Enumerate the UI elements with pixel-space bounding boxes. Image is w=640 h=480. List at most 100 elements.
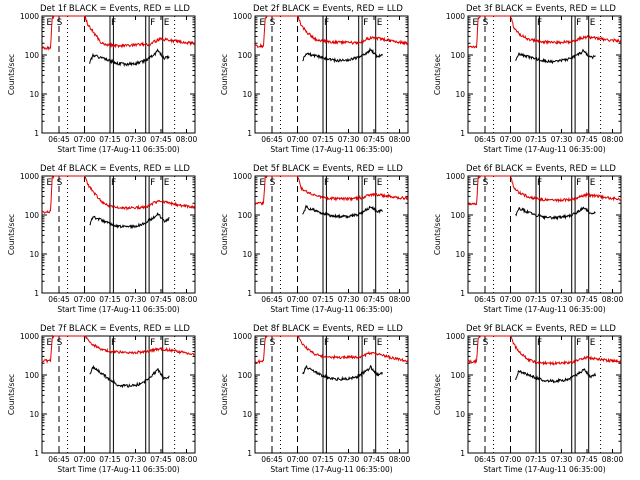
y-tick-label: 100: [25, 51, 40, 60]
y-tick-label: 10: [242, 250, 252, 259]
panel-title: Det 4f BLACK = Events, RED = LLD: [40, 164, 190, 174]
x-tick-label: 07:15: [312, 135, 334, 144]
x-tick-label: 07:45: [576, 455, 598, 464]
x-tick-label: 07:45: [363, 135, 385, 144]
marker-label: S: [270, 18, 276, 28]
y-tick-label: 1000: [446, 172, 465, 181]
marker-label: E: [377, 338, 383, 348]
marker-label: F: [363, 178, 368, 188]
panel-title: Det 7f BLACK = Events, RED = LLD: [40, 324, 190, 334]
x-tick-label: 08:00: [389, 295, 411, 304]
panel-title: Det 1f BLACK = Events, RED = LLD: [40, 4, 190, 14]
x-tick-label: 07:15: [312, 455, 334, 464]
marker-label: E: [164, 18, 170, 28]
marker-label: F: [537, 178, 542, 188]
series-line-events: [515, 368, 596, 384]
x-tick-label: 07:00: [500, 135, 522, 144]
x-tick-label: 07:30: [125, 455, 147, 464]
y-tick-label: 1000: [233, 12, 252, 21]
x-tick-label: 07:15: [99, 295, 121, 304]
x-tick-label: 08:00: [602, 135, 624, 144]
marker-label: E: [472, 178, 478, 188]
plot-frame: [41, 15, 196, 134]
x-axis-label: Start Time (17-Aug-11 06:35:00): [270, 145, 392, 154]
series-line-lld: [41, 334, 196, 364]
y-axis-label: Counts/sec: [220, 214, 229, 255]
x-axis-label: Start Time (17-Aug-11 06:35:00): [57, 145, 179, 154]
series-line-events: [89, 364, 170, 389]
x-tick-label: 07:30: [551, 455, 573, 464]
panel-6: Det 6f BLACK = Events, RED = LLD 1 10 100 10…: [433, 164, 624, 314]
y-tick-label: 1000: [20, 12, 39, 21]
x-tick-label: 07:45: [150, 295, 172, 304]
y-axis-label: Counts/sec: [433, 54, 442, 95]
y-tick-label: 1: [460, 449, 465, 458]
y-tick-label: 1: [34, 449, 39, 458]
x-tick-label: 07:30: [338, 135, 360, 144]
x-tick-label: 07:30: [338, 455, 360, 464]
panel-3: Det 3f BLACK = Events, RED = LLD 1 10 100 10…: [433, 4, 624, 154]
y-tick-label: 10: [29, 250, 39, 259]
panel-1: Det 1f BLACK = Events, RED = LLD 1 10 100 10…: [7, 4, 198, 154]
x-tick-label: 06:45: [48, 135, 70, 144]
y-axis-label: Counts/sec: [7, 374, 16, 415]
series-line-events: [302, 204, 383, 219]
panel-5: Det 5f BLACK = Events, RED = LLD 1 10 100 10…: [220, 164, 411, 314]
x-axis-label: Start Time (17-Aug-11 06:35:00): [483, 305, 605, 314]
x-tick-label: 07:30: [551, 135, 573, 144]
x-axis-label: Start Time (17-Aug-11 06:35:00): [483, 465, 605, 474]
y-axis-label: Counts/sec: [220, 374, 229, 415]
series-line-lld: [41, 175, 196, 214]
x-axis-label: Start Time (17-Aug-11 06:35:00): [57, 465, 179, 474]
marker-label: E: [46, 18, 52, 28]
x-tick-label: 08:00: [176, 135, 198, 144]
plot-frame: [254, 335, 409, 454]
y-axis-label: Counts/sec: [7, 54, 16, 95]
x-tick-label: 07:45: [576, 135, 598, 144]
x-axis-label: Start Time (17-Aug-11 06:35:00): [57, 305, 179, 314]
x-tick-label: 07:45: [150, 135, 172, 144]
x-tick-label: 06:45: [261, 135, 283, 144]
plot-frame: [254, 175, 409, 294]
y-tick-label: 100: [25, 211, 40, 220]
marker-label: E: [164, 338, 170, 348]
panel-title: Det 5f BLACK = Events, RED = LLD: [253, 164, 403, 174]
series-line-events: [302, 47, 383, 64]
series-line-lld: [467, 175, 622, 206]
y-tick-label: 100: [25, 371, 40, 380]
y-tick-label: 1: [460, 129, 465, 138]
marker-label: E: [46, 178, 52, 188]
y-tick-label: 1: [247, 289, 252, 298]
x-tick-label: 06:45: [261, 295, 283, 304]
x-tick-label: 07:15: [312, 295, 334, 304]
panel-title: Det 3f BLACK = Events, RED = LLD: [466, 4, 616, 14]
x-tick-label: 07:00: [287, 455, 309, 464]
marker-label: E: [590, 338, 596, 348]
y-tick-label: 100: [451, 371, 466, 380]
marker-label: E: [472, 18, 478, 28]
y-tick-label: 10: [455, 410, 465, 419]
y-tick-label: 1000: [446, 12, 465, 21]
series-line-events: [89, 48, 170, 68]
x-tick-label: 07:00: [74, 295, 96, 304]
x-tick-label: 06:45: [474, 135, 496, 144]
marker-label: E: [259, 338, 265, 348]
marker-label: S: [57, 338, 63, 348]
x-tick-label: 07:45: [363, 455, 385, 464]
marker-label: E: [46, 338, 52, 348]
marker-label: F: [150, 338, 155, 348]
marker-label: E: [472, 338, 478, 348]
x-tick-label: 07:15: [525, 135, 547, 144]
marker-label: E: [377, 18, 383, 28]
series-line-lld: [467, 335, 622, 366]
panel-title: Det 8f BLACK = Events, RED = LLD: [253, 324, 403, 334]
y-tick-label: 1000: [233, 172, 252, 181]
y-tick-label: 1000: [446, 332, 465, 341]
x-tick-label: 07:30: [125, 135, 147, 144]
marker-label: F: [111, 338, 116, 348]
y-tick-label: 100: [451, 211, 466, 220]
y-axis-label: Counts/sec: [433, 214, 442, 255]
marker-label: E: [590, 18, 596, 28]
x-tick-label: 08:00: [602, 455, 624, 464]
